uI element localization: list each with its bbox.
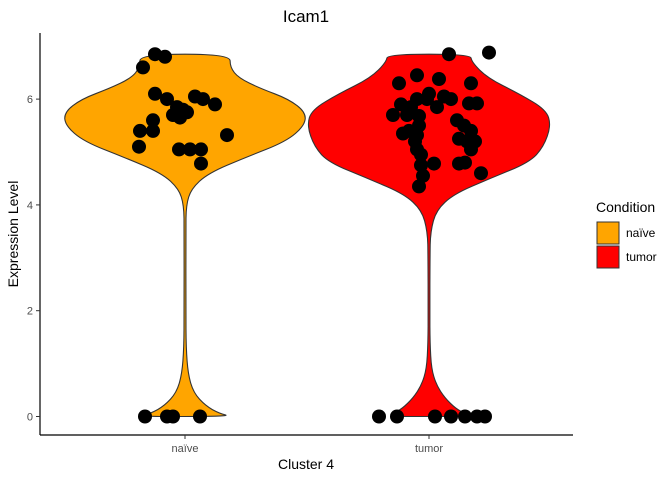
data-point <box>428 409 442 424</box>
data-point <box>444 409 458 424</box>
data-point <box>386 108 400 122</box>
data-point <box>458 409 472 424</box>
data-point <box>220 128 234 143</box>
data-point <box>444 92 458 107</box>
data-point <box>464 123 478 138</box>
legend-swatch <box>596 245 620 269</box>
data-point <box>420 92 434 107</box>
data-point <box>464 76 478 91</box>
data-point <box>194 156 208 171</box>
y-axis-label: Expression Level <box>5 181 21 288</box>
data-point <box>146 123 160 138</box>
data-point <box>173 110 187 125</box>
data-point <box>160 92 174 107</box>
data-point <box>464 142 478 157</box>
violin-tumor <box>307 53 551 418</box>
data-point <box>452 156 466 171</box>
x-tick-label: tumor <box>415 443 443 455</box>
plot-area <box>64 45 551 424</box>
data-point <box>196 92 210 107</box>
y-tick-label: 0 <box>27 411 33 423</box>
y-tick-label: 6 <box>27 94 33 106</box>
data-point <box>432 72 446 86</box>
data-point <box>133 123 147 138</box>
data-point <box>136 60 150 75</box>
data-point <box>392 76 406 91</box>
data-point <box>166 409 180 424</box>
x-tick-label: naïve <box>172 443 199 455</box>
data-point <box>442 47 456 62</box>
data-point <box>474 166 488 181</box>
data-point <box>132 139 146 154</box>
data-point <box>194 142 208 157</box>
legend-title: Condition <box>596 199 655 215</box>
data-point <box>372 409 386 424</box>
y-axis-ticks: 0 2 4 6 <box>27 94 40 423</box>
data-point <box>138 409 152 424</box>
data-point <box>193 409 207 424</box>
x-axis-ticks: naïve tumor <box>172 435 443 455</box>
data-point <box>396 126 410 141</box>
legend: Condition naïve tumor <box>596 199 657 269</box>
data-point <box>416 168 430 183</box>
chart-title: Icam1 <box>283 7 329 26</box>
data-point <box>478 409 492 424</box>
data-point <box>427 156 441 171</box>
legend-swatch <box>596 221 620 245</box>
data-point <box>172 142 186 157</box>
legend-label: tumor <box>626 250 657 264</box>
data-point <box>208 97 222 112</box>
data-point <box>412 109 426 123</box>
x-axis-label: Cluster 4 <box>278 456 334 472</box>
data-point <box>158 49 172 64</box>
y-tick-label: 4 <box>27 200 33 212</box>
data-point <box>430 100 444 115</box>
data-point <box>470 96 484 111</box>
data-point <box>412 179 426 194</box>
violin-naive <box>64 53 306 418</box>
data-point <box>414 147 428 162</box>
data-point <box>148 86 162 101</box>
y-tick-label: 2 <box>27 306 33 318</box>
data-point <box>482 45 496 60</box>
data-point <box>183 142 197 157</box>
data-point <box>414 158 428 173</box>
data-point <box>146 113 160 128</box>
legend-label: naïve <box>626 226 656 240</box>
data-point <box>410 68 424 83</box>
data-point <box>390 409 404 424</box>
data-point <box>400 108 414 122</box>
